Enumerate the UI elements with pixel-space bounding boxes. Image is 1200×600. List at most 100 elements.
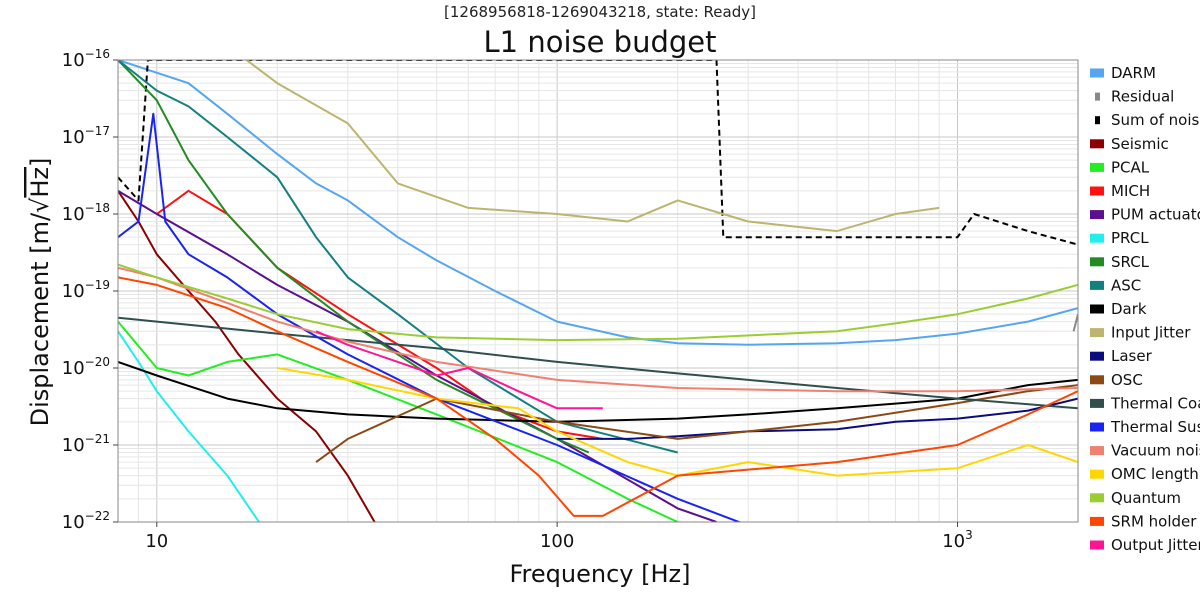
y-tick-mantissa: 10 (62, 512, 85, 533)
y-tick-label: 10−21 (62, 432, 110, 456)
y-tick-mantissa: 10 (62, 358, 85, 379)
x-tick-mantissa: 10 (145, 531, 168, 552)
legend-swatch (1090, 304, 1104, 314)
legend-entry-label: Quantum (1111, 489, 1181, 507)
legend-entry-label: ASC (1111, 276, 1141, 294)
series-line-pcal (118, 320, 679, 522)
legend-entry-label: Output Jitter (1111, 536, 1200, 554)
series-line-omc-length (277, 367, 1078, 477)
legend-swatch (1090, 398, 1104, 408)
legend-entry-label: Thermal Suspension (1110, 418, 1200, 436)
series-line-thermal-coating (118, 316, 1078, 410)
y-tick-mantissa: 10 (62, 50, 85, 71)
legend-entry-label: Laser (1111, 347, 1153, 365)
legend-entry-label: MICH (1111, 182, 1150, 200)
legend-entry-label: DARM (1111, 64, 1156, 82)
legend-entry-label: Residual (1111, 88, 1174, 106)
y-tick-label: 10−18 (62, 201, 110, 225)
y-tick-label: 10−17 (62, 124, 110, 148)
legend: DARM Residual Sum of noises Seismic PCAL MICH… (1090, 64, 1200, 554)
legend-entry-label: Seismic (1111, 135, 1169, 153)
series-line-vacuum-noise (118, 266, 1078, 393)
y-tick-mantissa: 10 (62, 435, 85, 456)
y-tick-exponent: −18 (85, 201, 110, 215)
y-axis-label-suffix: ] (26, 158, 54, 167)
legend-entry-label: SRCL (1111, 253, 1150, 271)
legend-swatch (1090, 68, 1104, 78)
legend-swatch (1090, 162, 1104, 172)
chart-supertitle: [1268956818-1269043218, state: Ready] (444, 3, 756, 21)
legend-swatch (1090, 351, 1104, 361)
legend-swatch (1090, 280, 1104, 290)
legend-entry-label: Sum of noises (1111, 111, 1200, 129)
legend-swatch (1090, 139, 1104, 149)
series-line-darm (118, 60, 1078, 346)
x-tick-label: 103 (942, 528, 973, 552)
series-line-quantum (118, 263, 1078, 342)
x-tick-mantissa: 10 (942, 531, 965, 552)
series-line-output-jitter (315, 330, 603, 410)
legend-entry-label: Dark (1111, 300, 1147, 318)
legend-swatch (1090, 446, 1104, 456)
y-tick-exponent: −20 (85, 355, 110, 369)
legend-swatch (1095, 116, 1100, 125)
y-tick-exponent: −21 (85, 432, 110, 446)
legend-swatch (1090, 375, 1104, 385)
legend-swatch (1095, 92, 1100, 101)
y-tick-mantissa: 10 (62, 127, 85, 148)
legend-entry-label: Input Jitter (1111, 324, 1191, 342)
legend-entry-label: Vacuum noise (1111, 442, 1200, 460)
y-tick-label: 10−22 (62, 509, 110, 533)
legend-entry-label: Thermal Coating (1110, 394, 1200, 412)
plot-area (118, 60, 1078, 522)
legend-entry-label: OMC length (1111, 465, 1199, 483)
series-line-srcl (118, 60, 590, 454)
y-tick-mantissa: 10 (62, 204, 85, 225)
legend-swatch (1090, 493, 1104, 503)
series-group (118, 60, 1078, 522)
series-line-laser (557, 397, 1078, 440)
y-tick-label: 10−16 (62, 47, 110, 71)
x-tick-exponent: 3 (965, 528, 973, 542)
y-tick-exponent: −16 (85, 47, 110, 61)
legend-swatch (1090, 233, 1104, 243)
legend-swatch (1090, 210, 1104, 220)
grid-lines (117, 59, 1079, 523)
series-line-seismic (118, 190, 376, 522)
legend-entry-label: OSC (1111, 371, 1143, 389)
legend-entry-label: PRCL (1111, 229, 1149, 247)
y-tick-label: 10−19 (62, 278, 110, 302)
y-axis-label-root: √ (26, 197, 54, 213)
legend-swatch (1090, 328, 1104, 338)
series-line-mich (156, 189, 603, 440)
series-line-input-jitter (244, 60, 940, 233)
series-line-asc (118, 60, 678, 454)
legend-swatch (1090, 516, 1104, 526)
y-axis-label: Displacement [m/√Hz] (26, 158, 54, 427)
legend-swatch (1090, 422, 1104, 432)
legend-swatch (1090, 540, 1104, 550)
series-line-srm-holder (118, 276, 1078, 517)
series-line-residual (1072, 313, 1078, 332)
x-tick-label: 10 (145, 531, 168, 552)
legend-entry-label: SRM holder (1111, 512, 1197, 530)
x-tick-mantissa: 100 (540, 531, 574, 552)
series-line-prcl (118, 330, 260, 522)
legend-swatch (1090, 469, 1104, 479)
legend-entry-label: PCAL (1111, 158, 1150, 176)
legend-swatch (1090, 257, 1104, 267)
axes: 10 100 10310−1610−1710−1810−1910−2010−2110… (62, 47, 1079, 552)
y-axis-label-prefix: Displacement [m/ (26, 212, 54, 426)
y-tick-exponent: −17 (85, 124, 110, 138)
y-tick-exponent: −22 (85, 509, 110, 523)
series-line-sum-of-noises (118, 60, 1078, 246)
chart-title: L1 noise budget (484, 25, 717, 59)
x-axis-label: Frequency [Hz] (510, 560, 691, 588)
y-tick-exponent: −19 (85, 278, 110, 292)
x-tick-label: 100 (540, 531, 574, 552)
svg-text:Displacement [m/√Hz]: Displacement [m/√Hz] (26, 158, 54, 427)
legend-swatch (1090, 186, 1104, 196)
series-line-osc (315, 384, 1078, 463)
series-line-thermal-suspension (118, 112, 742, 522)
